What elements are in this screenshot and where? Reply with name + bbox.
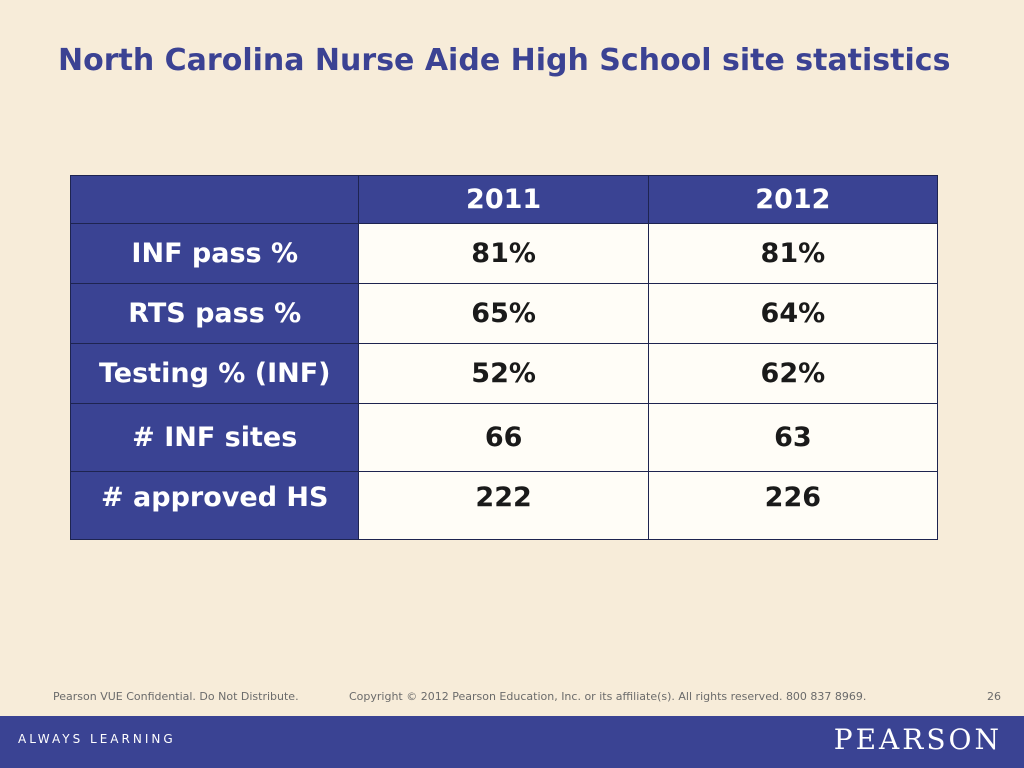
header-year-2011: 2011 [358,175,649,224]
table-header-row: 2011 2012 [69,175,939,224]
value-cell-2012: 226 [647,471,939,540]
page-number: 26 [987,690,1001,703]
table-row: Testing % (INF) 52% 62% [69,343,939,404]
value-cell-2011: 81% [358,223,649,284]
row-label: INF pass % [69,223,360,284]
table-row: # INF sites 66 63 [69,403,939,472]
footer-copyright: Copyright © 2012 Pearson Education, Inc.… [349,690,867,703]
row-label: RTS pass % [69,283,360,344]
value-cell-2011: 222 [358,471,649,540]
value-cell-2012: 63 [647,403,939,472]
header-year-2012: 2012 [647,175,939,224]
header-empty-cell [69,175,360,224]
statistics-table: 2011 2012 INF pass % 81% 81% RTS pass % … [69,175,939,540]
value-cell-2012: 62% [647,343,939,404]
table-row: RTS pass % 65% 64% [69,283,939,344]
table-row: INF pass % 81% 81% [69,223,939,284]
row-label: Testing % (INF) [69,343,360,404]
tagline: ALWAYS LEARNING [18,732,176,746]
value-cell-2012: 64% [647,283,939,344]
value-cell-2011: 66 [358,403,649,472]
row-label: # INF sites [69,403,360,472]
value-cell-2011: 52% [358,343,649,404]
table-row: # approved HS 222 226 [69,471,939,540]
bottom-brand-bar: ALWAYS LEARNING PEARSON [0,716,1024,768]
value-cell-2011: 65% [358,283,649,344]
pearson-logo: PEARSON [833,723,1002,756]
row-label: # approved HS [69,471,360,540]
footer-confidential-notice: Pearson VUE Confidential. Do Not Distrib… [53,690,299,703]
value-cell-2012: 81% [647,223,939,284]
slide-title: North Carolina Nurse Aide High School si… [58,43,951,78]
